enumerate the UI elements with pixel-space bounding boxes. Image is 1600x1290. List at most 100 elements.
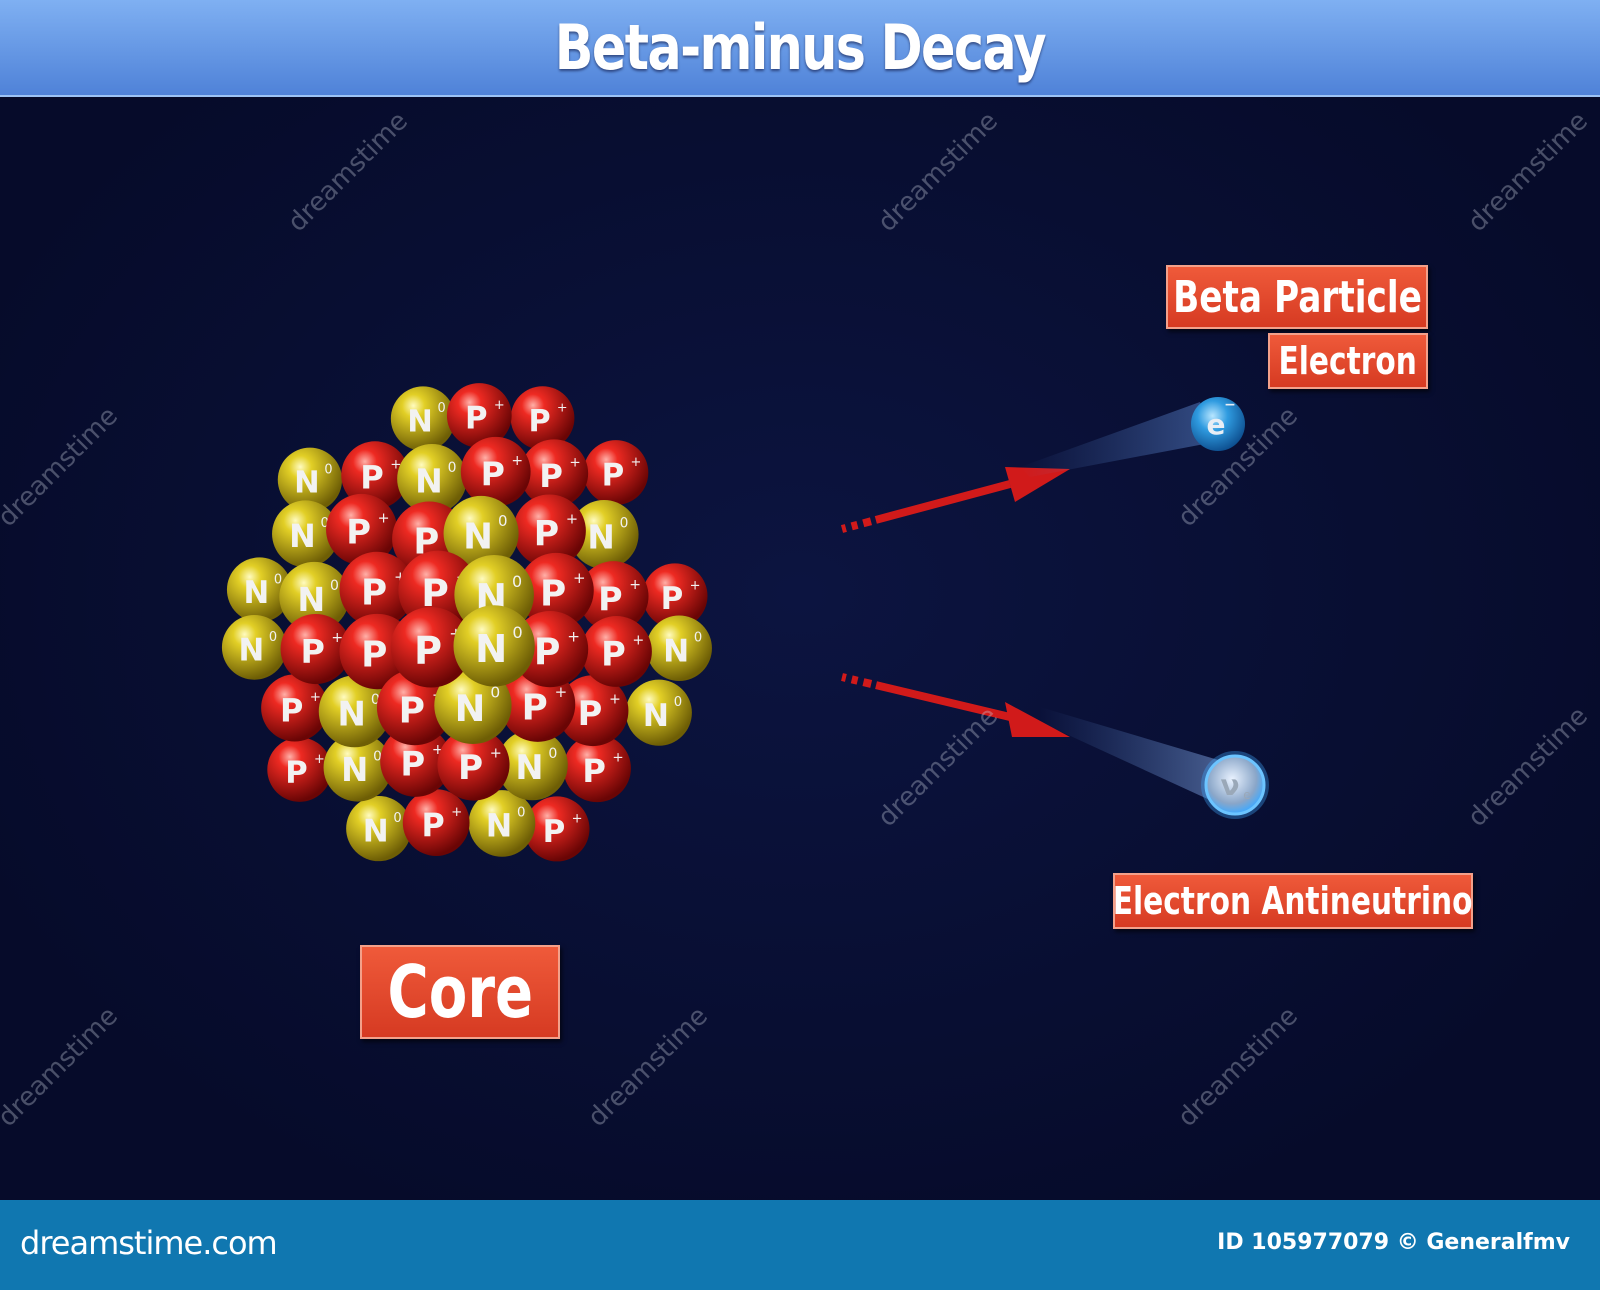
- nucleon-symbol: P: [399, 691, 425, 732]
- nucleon-symbol: N: [337, 695, 366, 735]
- nucleon-symbol: P: [422, 808, 445, 844]
- nucleon-symbol: P: [458, 748, 483, 788]
- nucleon-charge: 0: [448, 460, 457, 476]
- title-bar: Beta-minus Decay: [0, 0, 1600, 97]
- antineutrino-label: Electron Antineutrino: [1113, 873, 1473, 929]
- nucleon-symbol: N: [297, 580, 325, 619]
- nucleon-symbol: P: [601, 635, 626, 674]
- nucleon-symbol: P: [539, 457, 563, 495]
- nucleon-charge: +: [494, 398, 505, 413]
- nucleon-charge: 0: [274, 572, 282, 587]
- nucleon-symbol: N: [486, 809, 513, 845]
- proton: P+: [510, 386, 575, 450]
- nucleon-charge: +: [390, 456, 401, 472]
- nucleon-symbol: N: [341, 751, 368, 789]
- footer-credit: ID 105977079 © Generalfmv: [1217, 1230, 1570, 1255]
- nucleon-symbol: P: [361, 572, 387, 613]
- nucleon-charge: 0: [512, 572, 522, 591]
- nucleon-symbol: P: [598, 579, 622, 618]
- electron-trail: [1020, 402, 1215, 477]
- proton: P+: [267, 737, 332, 802]
- electron-symbol: e: [1207, 408, 1226, 441]
- nucleon-symbol: P: [534, 514, 559, 554]
- proton: P+: [583, 440, 649, 506]
- nucleon-symbol: P: [400, 744, 425, 783]
- antineutrino-subscript: e: [1243, 788, 1250, 802]
- nucleon-charge: +: [310, 690, 321, 705]
- proton: P+: [280, 613, 351, 685]
- nucleon-charge: +: [569, 455, 580, 471]
- nucleon-symbol: P: [360, 459, 384, 497]
- nucleon-symbol: P: [602, 458, 625, 494]
- nucleon-symbol: P: [534, 630, 561, 673]
- nucleon-symbol: P: [414, 628, 442, 673]
- proton: P+: [460, 436, 531, 507]
- proton: P+: [437, 728, 510, 801]
- nucleon-charge: +: [331, 630, 343, 646]
- diagram-canvas: P + N 0 N 0 P + P + N 0 N 0 P + P + P + N 0 N 0 N 0 N 0 P + N 0 P + P + P + P +…: [0, 97, 1600, 1200]
- nucleon-charge: +: [572, 811, 583, 826]
- nucleon-symbol: N: [407, 404, 433, 439]
- proton: P+: [341, 441, 409, 509]
- electron-particle: e −: [1191, 397, 1245, 451]
- nucleon-symbol: P: [285, 755, 307, 790]
- nucleon-charge: +: [314, 752, 325, 767]
- proton: P+: [580, 616, 652, 687]
- nucleon-symbol: N: [463, 516, 493, 557]
- nucleon-charge: +: [629, 577, 641, 593]
- proton: P+: [261, 674, 329, 742]
- nucleon-charge: 0: [393, 811, 401, 826]
- antineutrino-particle: ν e: [1201, 751, 1269, 819]
- nucleon-symbol: P: [528, 404, 550, 439]
- nucleon-symbol: N: [243, 575, 269, 611]
- antineutrino-symbol: ν: [1220, 769, 1239, 802]
- electron-label: Electron: [1268, 333, 1428, 389]
- nucleon-charge: 0: [490, 684, 500, 702]
- nucleon-charge: 0: [674, 695, 682, 710]
- arrow-to-electron: [840, 467, 1070, 533]
- nucleon-symbol: P: [280, 691, 303, 729]
- proton: P+: [578, 561, 649, 632]
- nucleon-symbol: N: [363, 814, 389, 850]
- diagram-title: Beta-minus Decay: [554, 11, 1047, 84]
- nucleon-symbol: P: [361, 635, 387, 676]
- nucleon-charge: +: [378, 510, 390, 526]
- nucleon-symbol: N: [587, 518, 614, 556]
- nucleon-charge: +: [632, 632, 644, 648]
- nucleon-symbol: N: [294, 466, 320, 501]
- beta-particle-label: Beta Particle: [1166, 265, 1428, 329]
- antineutrino-trail: [1040, 707, 1225, 807]
- nucleon-symbol: N: [515, 748, 543, 787]
- nucleon-symbol: P: [465, 400, 488, 436]
- nucleon-symbol: N: [289, 519, 316, 555]
- nucleon-symbol: P: [578, 694, 603, 733]
- nucleon-charge: +: [612, 750, 623, 766]
- nucleon-charge: 0: [438, 401, 446, 416]
- nucleon-charge: 0: [269, 630, 277, 645]
- nucleon-charge: +: [557, 401, 568, 416]
- proton: P+: [524, 796, 590, 862]
- nucleon-charge: 0: [498, 512, 508, 530]
- nucleon-symbol: P: [522, 687, 548, 728]
- nucleon-charge: 0: [373, 749, 382, 765]
- proton: P+: [520, 439, 589, 508]
- nucleon-symbol: P: [543, 814, 566, 850]
- nucleon-charge: 0: [321, 516, 330, 531]
- nucleon-charge: +: [451, 805, 462, 820]
- proton: P+: [390, 606, 472, 688]
- nucleon-charge: 0: [330, 578, 339, 594]
- nucleon-charge: 0: [517, 806, 525, 821]
- proton: P+: [446, 383, 512, 448]
- proton: P+: [563, 734, 631, 803]
- proton: P+: [326, 493, 398, 566]
